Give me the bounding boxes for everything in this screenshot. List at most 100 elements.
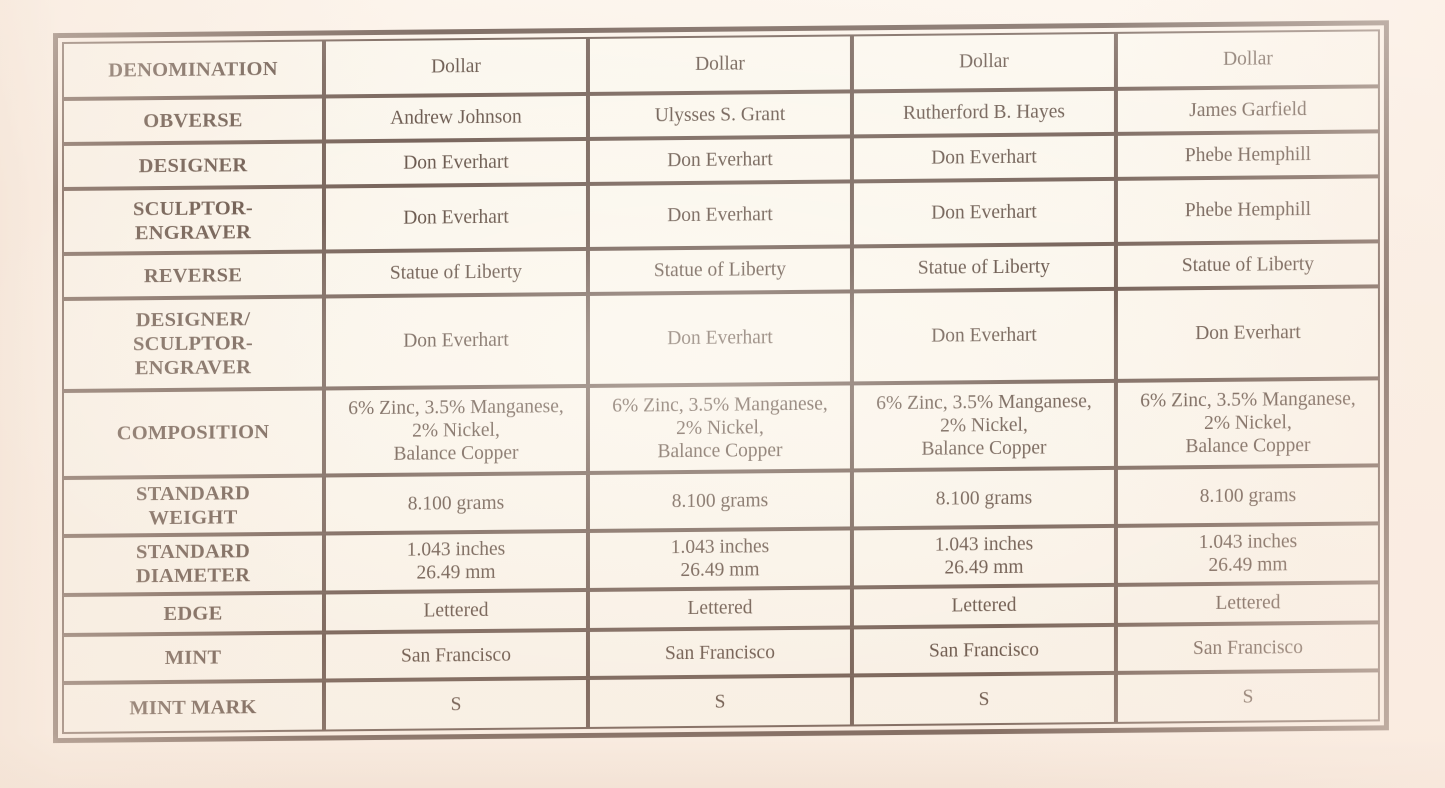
row-label-obverse: OBVERSE	[62, 96, 324, 145]
cell-line: 8.100 grams	[1199, 484, 1297, 507]
label-line: COMPOSITION	[116, 421, 270, 445]
cell-r8-c3: 1.043 inches 26.49 mm	[851, 526, 1116, 588]
cell-r5-c4: Don Everhart	[1115, 286, 1380, 381]
cell-line: Dollar	[1223, 48, 1273, 70]
cell-r4-c3: Statue of Liberty	[851, 244, 1116, 292]
label-line: WEIGHT	[148, 506, 238, 530]
cell-line: Statue of Liberty	[1181, 254, 1315, 277]
cell-line: Don Everhart	[403, 206, 509, 229]
cell-line: Lettered	[423, 600, 489, 622]
cell-r1-c1: Andrew Johnson	[323, 94, 588, 142]
cell-r2-c1: Don Everhart	[323, 139, 588, 187]
label-line: ENGRAVER	[134, 356, 252, 380]
cell-r5-c3: Don Everhart	[851, 289, 1116, 384]
row-label-standard-weight: STANDARD WEIGHT	[62, 475, 324, 537]
cell-r6-c4: 6% Zinc, 3.5% Manganese, 2% Nickel, Balanc…	[1115, 377, 1380, 468]
row-label-denomination: DENOMINATION	[62, 39, 324, 100]
cell-r9-c1: Lettered	[323, 589, 588, 633]
cell-line: Don Everhart	[403, 330, 509, 353]
cell-line: Balance Copper	[393, 442, 519, 465]
label-line: REVERSE	[143, 264, 243, 287]
cell-line: Don Everhart	[931, 201, 1037, 224]
cell-r1-c2: Ulysses S. Grant	[587, 91, 852, 140]
cell-r8-c1: 1.043 inches 26.49 mm	[323, 531, 588, 593]
cell-line: 26.49 mm	[680, 559, 760, 582]
cell-r0-c3: Dollar	[851, 31, 1116, 92]
cell-r5-c1: Don Everhart	[323, 294, 588, 389]
cell-line: 6% Zinc, 3.5% Manganese,	[876, 390, 1092, 414]
cell-line: 1.043 inches	[670, 536, 770, 559]
label-line: MINT MARK	[129, 695, 257, 719]
row-label-standard-diameter: STANDARD DIAMETER	[62, 533, 324, 595]
cell-r2-c3: Don Everhart	[851, 134, 1116, 182]
cell-line: Balance Copper	[921, 437, 1047, 460]
cell-line: S	[1242, 686, 1254, 708]
table-row: COMPOSITION 6% Zinc, 3.5% Manganese, 2% Ni…	[62, 377, 1380, 478]
cell-line: 6% Zinc, 3.5% Manganese,	[1140, 388, 1356, 412]
coin-specification-table: DENOMINATION Dollar Dollar Dollar Dollar OBVE…	[62, 29, 1380, 735]
label-line: ENGRAVER	[134, 220, 252, 245]
cell-r3-c4: Phebe Hemphill	[1115, 176, 1380, 245]
cell-r7-c3: 8.100 grams	[851, 467, 1116, 529]
cell-r6-c2: 6% Zinc, 3.5% Manganese, 2% Nickel, Balanc…	[587, 383, 852, 473]
cell-line: 26.49 mm	[944, 557, 1024, 579]
table-body: DENOMINATION Dollar Dollar Dollar Dollar OBVE…	[62, 29, 1380, 735]
cell-line: 26.49 mm	[416, 562, 496, 585]
label-line: EDGE	[163, 602, 223, 625]
row-label-mint: MINT	[62, 632, 324, 684]
label-line: STANDARD	[135, 540, 250, 564]
cell-line: 26.49 mm	[1208, 554, 1288, 577]
cell-line: Phebe Hemphill	[1184, 199, 1312, 222]
row-label-edge: EDGE	[62, 592, 324, 636]
cell-line: Don Everhart	[667, 149, 773, 172]
cell-r6-c1: 6% Zinc, 3.5% Manganese, 2% Nickel, Balanc…	[323, 385, 588, 476]
cell-line: Lettered	[1215, 592, 1281, 615]
spec-table-wrapper: DENOMINATION Dollar Dollar Dollar Dollar OBVE…	[53, 20, 1389, 744]
page-left-shading	[0, 0, 60, 788]
cell-line: Balance Copper	[657, 439, 783, 463]
row-label-mint-mark: MINT MARK	[62, 680, 324, 735]
cell-line: James Garfield	[1189, 99, 1307, 122]
cell-line: Don Everhart	[931, 325, 1037, 348]
cell-line: 1.043 inches	[1198, 531, 1298, 554]
cell-line: Phebe Hemphill	[1184, 144, 1312, 167]
label-line: DESIGNER/	[135, 307, 251, 331]
cell-line: Don Everhart	[667, 327, 773, 350]
cell-line: 2% Nickel,	[412, 419, 500, 442]
cell-line: Dollar	[959, 51, 1009, 73]
cell-line: Don Everhart	[403, 151, 509, 174]
cell-line: San Francisco	[1192, 636, 1303, 659]
cell-line: S	[714, 691, 726, 713]
cell-line: Dollar	[431, 56, 481, 78]
cell-r8-c2: 1.043 inches 26.49 mm	[587, 528, 852, 590]
cell-r3-c3: Don Everhart	[851, 178, 1116, 247]
cell-r6-c3: 6% Zinc, 3.5% Manganese, 2% Nickel, Balanc…	[851, 380, 1116, 471]
cell-line: 1.043 inches	[934, 534, 1034, 557]
cell-r0-c1: Dollar	[323, 36, 588, 97]
cell-r1-c4: James Garfield	[1115, 86, 1380, 135]
cell-line: Don Everhart	[667, 204, 773, 227]
label-line: DENOMINATION	[108, 57, 278, 82]
cell-r2-c4: Phebe Hemphill	[1115, 131, 1380, 179]
label-line: SCULPTOR-	[133, 196, 253, 220]
cell-r3-c1: Don Everhart	[323, 184, 588, 252]
cell-line: San Francisco	[665, 641, 775, 664]
cell-r11-c1: S	[323, 678, 588, 732]
cell-r4-c1: Statue of Liberty	[323, 249, 588, 297]
cell-line: S	[450, 694, 462, 716]
label-line: MINT	[164, 646, 222, 670]
cell-line: Statue of Liberty	[917, 256, 1051, 280]
cell-line: 8.100 grams	[935, 487, 1033, 510]
cell-r0-c4: Dollar	[1115, 29, 1380, 90]
cell-r10-c3: San Francisco	[851, 625, 1116, 676]
cell-r7-c1: 8.100 grams	[323, 472, 588, 534]
cell-r11-c2: S	[587, 675, 852, 729]
cell-r11-c4: S	[1115, 670, 1380, 724]
cell-line: 6% Zinc, 3.5% Manganese,	[348, 395, 564, 419]
cell-r7-c2: 8.100 grams	[587, 470, 852, 532]
cell-line: San Francisco	[401, 644, 511, 667]
cell-line: S	[978, 689, 990, 711]
cell-r9-c4: Lettered	[1115, 581, 1380, 626]
cell-r3-c2: Don Everhart	[587, 181, 852, 250]
cell-line: Don Everhart	[931, 146, 1037, 169]
